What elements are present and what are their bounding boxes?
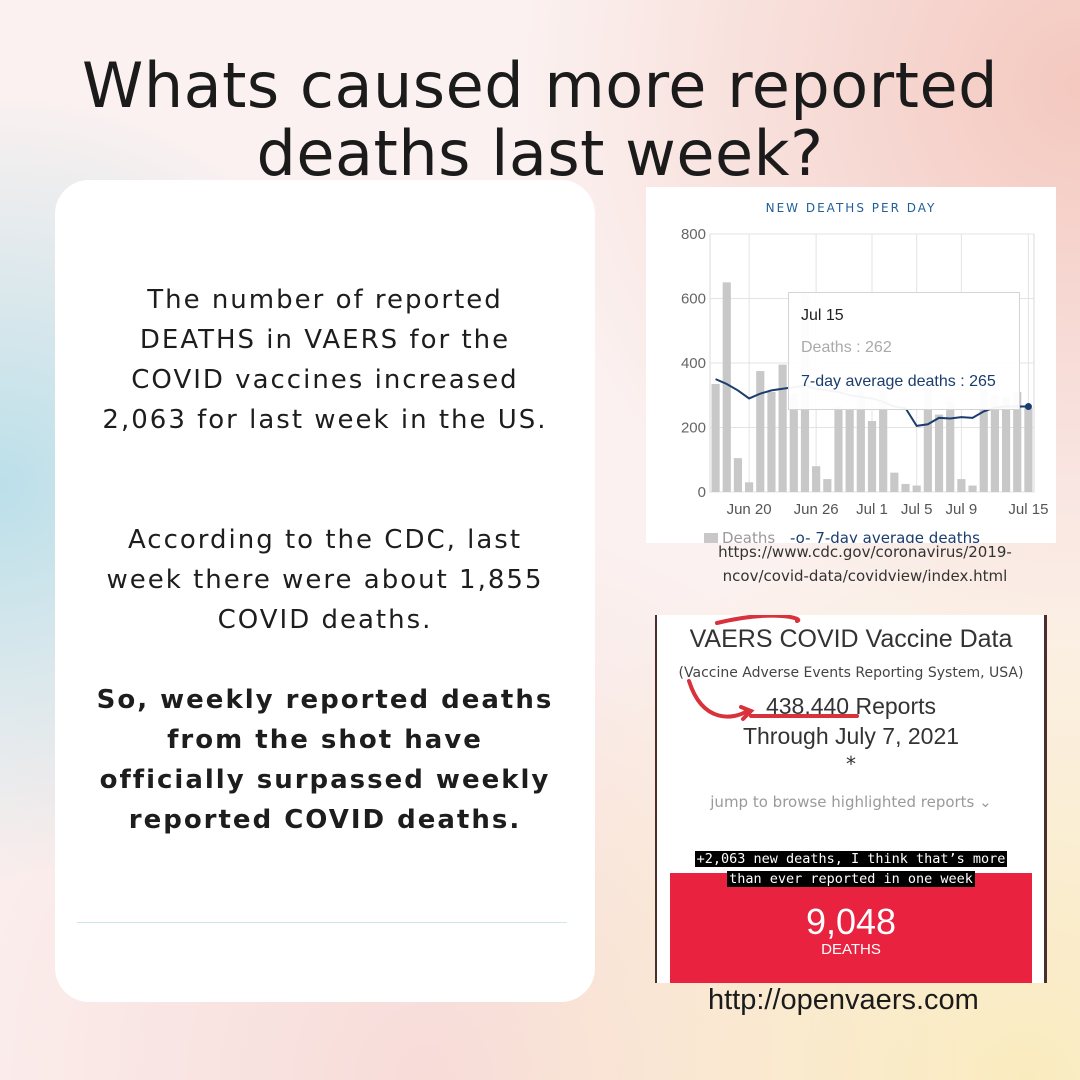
deaths-swatch <box>704 533 718 543</box>
deaths-bar <box>778 364 787 492</box>
deaths-bar <box>845 409 854 492</box>
deaths-bar <box>946 401 955 492</box>
x-tick-label: Jul 15 <box>1008 501 1048 518</box>
x-tick-label: Jun 26 <box>794 501 839 518</box>
text-card: The number of reported DEATHS in VAERS f… <box>55 180 595 1002</box>
vaers-title: VAERS COVID Vaccine Data <box>689 625 1013 653</box>
x-tick-label: Jul 5 <box>901 501 933 518</box>
vaers-through-date: Through July 7, 2021 <box>742 723 960 749</box>
card-divider <box>77 922 567 923</box>
deaths-bar <box>867 421 877 492</box>
deaths-bar <box>923 372 932 492</box>
deaths-bar <box>979 388 988 492</box>
x-tick-label: Jul 1 <box>856 501 888 518</box>
y-tick-label: 600 <box>681 291 706 308</box>
y-tick-label: 800 <box>681 226 706 243</box>
average-line-icon: -o- <box>789 529 811 543</box>
panel-edge-right <box>1044 615 1047 983</box>
deaths-bar <box>1001 396 1011 492</box>
jump-to-reports-link[interactable]: jump to browse highlighted reports ⌄ <box>710 793 992 811</box>
deaths-bar <box>711 383 720 492</box>
cdc-chart-screenshot: NEW DEATHS PER DAY 0 200 400 600 800 Jun 20 Ju… <box>646 187 1056 543</box>
deaths-bar <box>879 379 888 492</box>
deaths-bar <box>823 479 832 492</box>
deaths-banner <box>670 873 1032 983</box>
death-count: 9,048 <box>805 901 897 942</box>
chart-legend: Deaths -o- 7-day average deaths <box>704 529 980 543</box>
tooltip-date: Jul 15 <box>801 307 844 324</box>
cdc-source-url: https://www.cdc.gov/coronavirus/2019-nco… <box>718 543 1012 585</box>
deaths-bar <box>756 371 765 492</box>
headline: Whats caused more reported deaths last w… <box>60 52 1020 188</box>
deaths-bar <box>856 392 865 492</box>
chart-tooltip: Jul 15 Deaths : 262 7-day average deaths… <box>788 292 1020 410</box>
y-tick-label: 0 <box>698 484 706 501</box>
openvaers-url[interactable]: http://openvaers.com <box>708 984 979 1016</box>
average-point <box>1024 403 1032 411</box>
death-label: DEATHS <box>821 941 881 958</box>
deaths-bar <box>1024 407 1033 492</box>
legend-deaths: Deaths <box>722 529 776 543</box>
vaers-subtitle: (Vaccine Adverse Events Reporting System… <box>678 665 1024 681</box>
vaers-screenshot: VAERS COVID Vaccine Data (Vaccine Advers… <box>655 615 1047 983</box>
deaths-bar <box>733 458 743 492</box>
chart-title: NEW DEATHS PER DAY <box>765 201 937 215</box>
panel-edge-left <box>655 615 657 983</box>
deaths-bar <box>722 282 731 492</box>
deaths-bar <box>957 479 966 492</box>
deaths-bar <box>789 393 798 492</box>
tooltip-deaths: Deaths : 262 <box>801 339 892 356</box>
headline-line-1: Whats caused more reported <box>82 49 998 122</box>
deaths-bar <box>934 414 944 492</box>
deaths-bar <box>767 392 776 492</box>
deaths-bar <box>745 482 754 492</box>
x-tick-label: Jul 9 <box>946 501 978 518</box>
cdc-deaths-paragraph: According to the CDC, last week there we… <box>106 525 544 635</box>
legend-average: 7-day average deaths <box>815 529 980 543</box>
vaers-asterisk: * <box>846 752 856 776</box>
deaths-bar <box>990 395 999 492</box>
y-tick-label: 400 <box>681 355 706 372</box>
deaths-bar <box>890 472 899 492</box>
tooltip-average: 7-day average deaths : 265 <box>801 373 996 390</box>
deaths-bar <box>812 466 821 492</box>
vaers-deaths-paragraph: The number of reported DEATHS in VAERS f… <box>102 285 548 435</box>
y-tick-label: 200 <box>681 420 706 437</box>
headline-line-2: deaths last week? <box>256 117 824 190</box>
story-caption: +2,063 new deaths, I think that’s more t… <box>677 849 1025 889</box>
conclusion-paragraph: So, weekly reported deaths from the shot… <box>96 685 554 835</box>
deaths-bar <box>1013 392 1022 492</box>
x-tick-label: Jun 20 <box>727 501 772 518</box>
red-arrow-annotation <box>687 615 859 721</box>
deaths-bar <box>834 406 843 492</box>
deaths-bar <box>912 485 921 492</box>
cdc-chart-svg: 0 200 400 600 800 Jun 20 Jun 26 Jul 1 Jul 5 Jul 9… <box>681 226 1048 518</box>
deaths-bar <box>901 483 910 492</box>
deaths-bar <box>968 485 977 492</box>
